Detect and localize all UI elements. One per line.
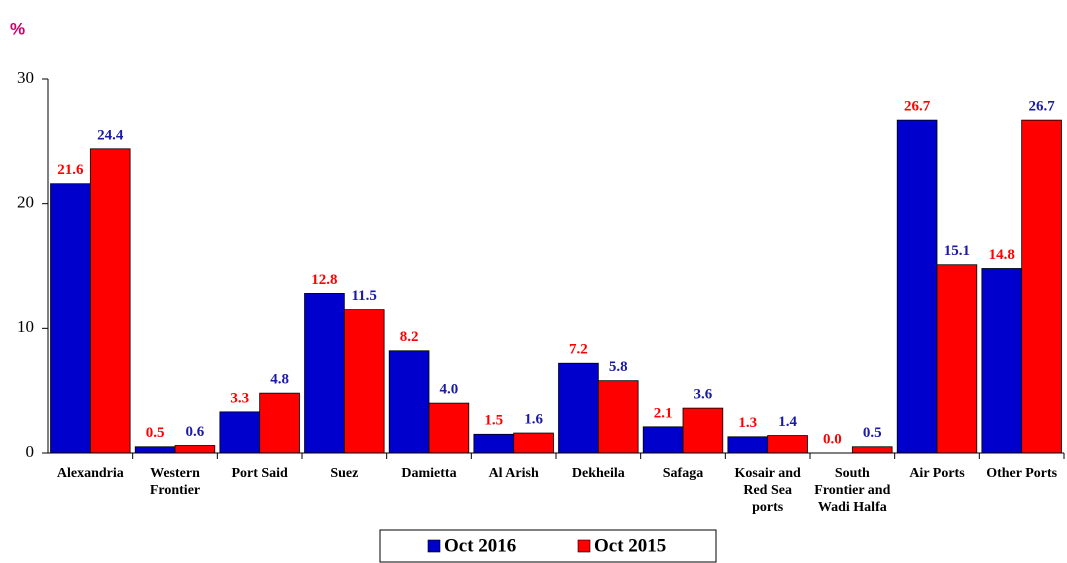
data-label: 4.0 [440,382,459,398]
legend-label: Oct 2016 [444,535,516,556]
data-label: 24.4 [97,127,124,143]
x-tick-label: Al Arish [488,466,539,481]
data-label: 12.8 [311,272,337,288]
data-label: 5.8 [609,359,628,375]
x-tick-label: Kosair and Red Sea ports [734,466,801,515]
data-label: 14.8 [989,247,1015,263]
bar [851,446,893,454]
legend-label: Oct 2015 [594,535,666,556]
bar [89,148,131,454]
bar [1021,119,1062,454]
bar [727,436,769,454]
legend-swatch [577,539,591,553]
bar [473,433,515,454]
data-label: 1.3 [738,415,757,431]
y-tick-label: 30 [17,68,34,87]
bar [597,380,639,454]
data-label: 1.6 [524,411,543,427]
data-label: 26.7 [904,99,931,115]
data-label: 8.2 [400,329,419,345]
data-label: 1.5 [484,413,503,429]
bar [134,446,176,454]
y-tick-label: 10 [17,317,34,336]
legend-swatch [427,539,441,553]
bar [642,426,684,454]
data-label: 0.0 [823,431,842,447]
data-label: 3.3 [230,390,249,406]
bar [558,362,599,454]
bar [343,309,385,454]
x-tick-label: Alexandria [56,466,124,481]
data-label: 4.8 [270,372,289,388]
x-tick-label: Damietta [401,466,457,481]
x-tick-label: Western Frontier [149,466,201,498]
x-tick-label: Other Ports [986,466,1058,481]
bar [513,432,554,454]
bar [981,268,1023,454]
bar [259,392,300,454]
y-tick-label: 20 [17,193,34,212]
data-label: 26.7 [1028,99,1055,115]
bar [50,183,91,454]
data-label: 11.5 [352,288,377,304]
bar [219,411,261,454]
bar [682,407,724,454]
x-tick-label: Dekheila [571,466,625,481]
data-label: 0.6 [186,424,205,440]
data-label: 2.1 [654,405,673,421]
bar [896,119,938,454]
bar [936,264,978,454]
data-label: 7.2 [569,342,588,358]
y-axis-label: % [10,19,25,38]
data-label: 15.1 [944,243,970,259]
y-tick-label: 0 [26,442,35,461]
bar [428,402,470,454]
x-tick-label: Safaga [662,466,704,481]
bar [767,435,808,454]
x-tick-label: Suez [330,466,359,481]
bar [304,293,345,454]
x-tick-label: South Frontier and Wadi Halfa [814,466,891,515]
x-tick-label: Air Ports [909,466,965,481]
x-tick-label: Port Said [231,466,288,481]
data-label: 0.5 [146,425,165,441]
data-label: 21.6 [57,162,84,178]
bar [388,350,430,454]
data-label: 1.4 [778,414,797,430]
bar [174,445,216,454]
data-label: 0.5 [863,425,882,441]
data-label: 3.6 [694,387,713,403]
